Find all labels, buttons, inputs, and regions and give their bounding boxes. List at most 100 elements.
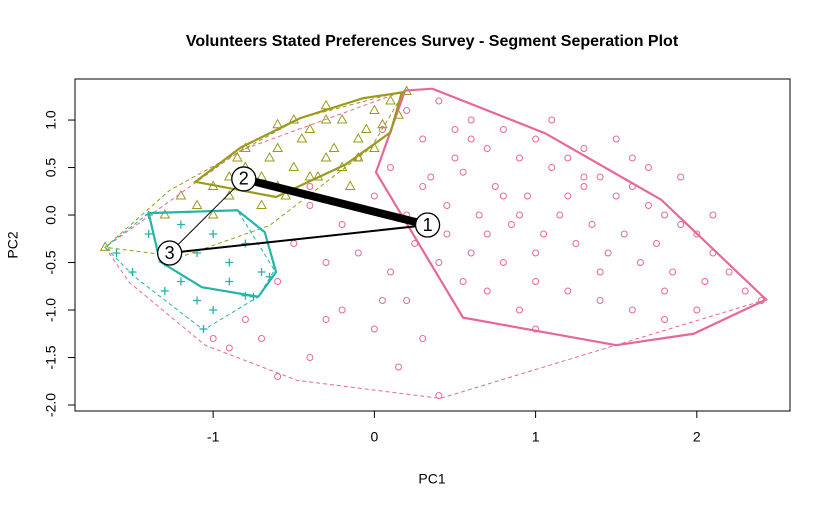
point — [677, 173, 685, 181]
point — [467, 116, 475, 124]
separation-edge — [242, 175, 429, 229]
inner-hull — [192, 91, 404, 199]
point — [709, 211, 717, 219]
point — [144, 230, 153, 239]
point — [403, 107, 411, 115]
point — [360, 123, 372, 134]
point — [160, 287, 169, 296]
centroid-label: 3 — [165, 243, 175, 263]
point — [209, 306, 218, 315]
point — [369, 142, 380, 153]
point — [451, 126, 459, 134]
point — [258, 335, 266, 343]
point — [661, 211, 669, 219]
point — [176, 220, 185, 229]
point — [483, 230, 491, 238]
separation-edge — [169, 224, 428, 255]
centroid-label: 2 — [239, 169, 249, 189]
point — [596, 173, 604, 181]
point — [693, 230, 701, 238]
point — [540, 230, 548, 238]
point — [209, 335, 217, 343]
point — [241, 316, 249, 324]
point — [524, 192, 532, 200]
point — [507, 221, 515, 229]
point — [644, 202, 652, 210]
point — [385, 95, 396, 105]
point — [306, 354, 314, 362]
point — [459, 168, 467, 176]
plot-frame — [74, 78, 791, 412]
point — [274, 373, 282, 381]
point — [443, 202, 451, 210]
point — [467, 249, 475, 257]
point — [280, 190, 292, 200]
point — [532, 135, 540, 143]
point — [112, 249, 121, 258]
point — [336, 114, 348, 124]
point — [306, 202, 314, 210]
point — [548, 164, 556, 172]
plot-area: 1 2 3 — [99, 85, 769, 400]
point — [499, 259, 507, 267]
point — [499, 192, 507, 200]
point — [443, 230, 451, 238]
point — [304, 123, 316, 134]
point — [378, 126, 386, 134]
inner-hull — [147, 209, 278, 298]
point — [225, 277, 234, 286]
point — [661, 287, 669, 295]
point — [459, 278, 467, 286]
y-tick-label: -1.5 — [43, 345, 59, 369]
point — [467, 135, 475, 143]
point — [199, 325, 208, 334]
point — [370, 325, 378, 333]
point — [532, 278, 540, 286]
point — [191, 199, 203, 210]
point — [580, 145, 588, 153]
point — [209, 230, 218, 239]
x-tick-label: 1 — [532, 429, 540, 445]
point — [378, 297, 386, 305]
point — [403, 297, 411, 305]
point — [564, 154, 572, 162]
point — [620, 230, 628, 238]
point — [588, 221, 596, 229]
point — [669, 268, 677, 276]
point — [612, 135, 620, 143]
point — [741, 287, 749, 295]
y-tick-label: -1.0 — [43, 298, 59, 322]
y-tick-label: -0.5 — [43, 250, 59, 274]
point — [322, 316, 330, 324]
point — [435, 392, 443, 400]
point — [636, 259, 644, 267]
point — [344, 180, 356, 191]
x-axis-label: PC1 — [418, 471, 445, 487]
centroid — [156, 240, 183, 266]
point — [435, 97, 443, 105]
point — [451, 154, 459, 162]
outer-hull — [103, 89, 407, 258]
point — [338, 306, 346, 314]
point — [580, 183, 588, 191]
point — [491, 183, 499, 191]
point — [159, 209, 171, 219]
x-tick-label: -1 — [207, 429, 220, 445]
point — [257, 268, 266, 277]
point — [272, 142, 284, 153]
outer-hull — [104, 209, 276, 331]
point — [435, 259, 443, 267]
point — [328, 142, 340, 153]
point — [564, 192, 572, 200]
point — [322, 259, 330, 267]
point — [596, 268, 604, 276]
point — [701, 278, 709, 286]
chart-title: Volunteers Stated Preferences Survey - S… — [186, 33, 679, 50]
point — [419, 183, 427, 191]
point — [320, 99, 332, 110]
y-tick-label: 0.0 — [43, 205, 59, 225]
centroid — [414, 212, 441, 238]
